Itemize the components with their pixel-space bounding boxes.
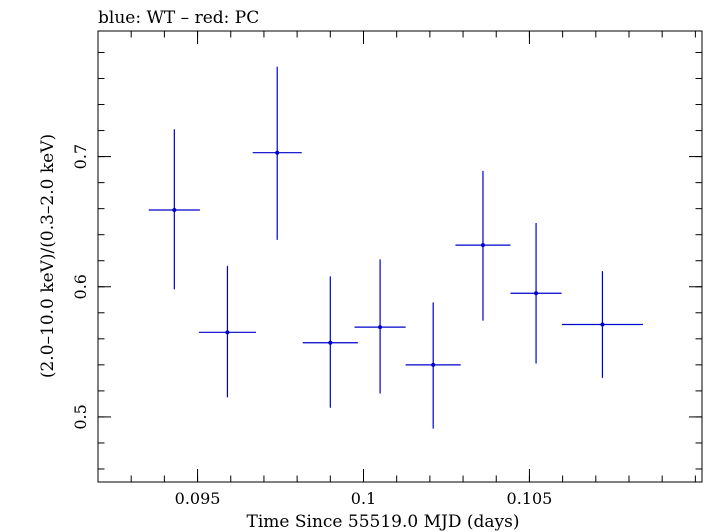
point-marker (172, 207, 177, 212)
x-tick-labels: 0.095 0.1 0.105 (175, 489, 553, 508)
data-point (561, 271, 643, 378)
y-tick-labels: 0.5 0.6 0.7 (71, 144, 90, 430)
point-marker (600, 322, 605, 327)
x-axis-label: Time Since 55519.0 MJD (days) (247, 512, 520, 532)
point-marker (534, 291, 539, 296)
data-points (148, 66, 643, 429)
point-marker (225, 330, 230, 335)
chart-title: blue: WT – red: PC (98, 8, 259, 28)
data-point (405, 302, 461, 429)
y-tick-label: 0.6 (71, 274, 90, 299)
x-tick-label: 0.1 (351, 489, 376, 508)
data-point (302, 276, 358, 408)
data-point (510, 222, 562, 364)
y-tick-label: 0.7 (71, 144, 90, 169)
point-marker (480, 243, 485, 248)
y-tick-label: 0.5 (71, 404, 90, 429)
data-point (198, 265, 256, 398)
point-marker (328, 340, 333, 345)
point-marker (431, 362, 436, 367)
y-axis-label: (2.0–10.0 keV)/(0.3–2.0 keV) (38, 134, 58, 378)
plot-frame (97, 30, 703, 483)
point-marker (378, 325, 383, 330)
data-point (455, 170, 511, 321)
x-tick-label: 0.095 (175, 489, 221, 508)
x-tick-label: 0.105 (507, 489, 553, 508)
point-marker (275, 150, 280, 155)
data-point (252, 66, 302, 240)
data-point (354, 259, 406, 394)
data-point (148, 129, 200, 290)
axis-ticks (97, 31, 702, 482)
